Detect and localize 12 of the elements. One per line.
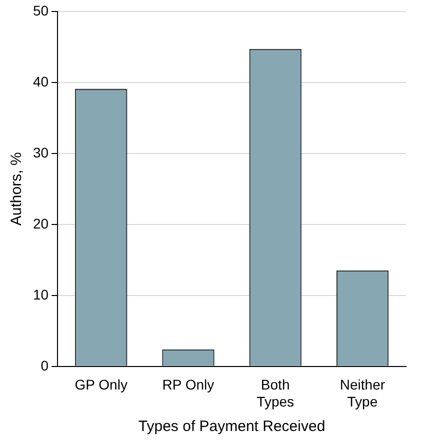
y-tick-label: 10 xyxy=(32,286,49,302)
y-tick-label: 30 xyxy=(32,144,49,160)
y-tick-label: 40 xyxy=(32,73,49,90)
y-tick-label: 50 xyxy=(32,2,49,18)
x-tick-label: Neither Type xyxy=(340,376,386,410)
y-tick-label: 20 xyxy=(32,215,49,232)
x-axis-title: Types of Payment Received xyxy=(138,418,326,436)
x-tick-label: Both Types xyxy=(256,376,294,410)
y-tick-label: 0 xyxy=(40,357,49,374)
x-tick-label: RP Only xyxy=(162,376,214,393)
x-tick-label: GP Only xyxy=(74,376,128,393)
y-axis-title: Authors, % xyxy=(8,152,26,226)
